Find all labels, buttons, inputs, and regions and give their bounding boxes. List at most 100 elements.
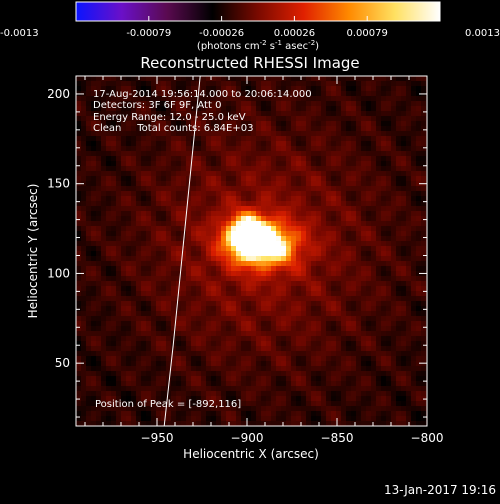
heatmap-cell [281,116,286,121]
heatmap-cell [246,156,251,161]
heatmap-cell [421,256,426,261]
heatmap-cell [251,361,256,366]
heatmap-cell [351,236,356,241]
heatmap-cell [416,166,421,171]
heatmap-cell [341,131,346,136]
heatmap-cell [76,396,81,401]
heatmap-cell [211,321,216,326]
heatmap-cell [271,401,276,406]
heatmap-cell [246,241,251,246]
heatmap-cell [116,191,121,196]
heatmap-cell [356,116,361,121]
heatmap-cell [171,221,176,226]
heatmap-cell [171,311,176,316]
heatmap-cell [361,291,366,296]
heatmap-cell [201,346,206,351]
heatmap-cell [336,316,341,321]
heatmap-cell [171,291,176,296]
heatmap-cell [341,411,346,416]
heatmap-cell [181,346,186,351]
heatmap-cell [236,391,241,396]
heatmap-cell [246,111,251,116]
heatmap-cell [226,171,231,176]
heatmap-cell [191,391,196,396]
heatmap-cell [396,266,401,271]
heatmap-cell [271,166,276,171]
heatmap-cell [156,291,161,296]
heatmap-cell [166,176,171,181]
heatmap-cell [226,281,231,286]
heatmap-cell [281,146,286,151]
heatmap-cell [231,171,236,176]
heatmap-cell [211,246,216,251]
heatmap-cell [346,186,351,191]
heatmap-cell [196,376,201,381]
heatmap-cell [91,266,96,271]
heatmap-cell [146,166,151,171]
heatmap-cell [196,411,201,416]
heatmap-cell [206,326,211,331]
heatmap-cell [256,161,261,166]
heatmap-cell [101,266,106,271]
heatmap-cell [141,136,146,141]
heatmap-cell [261,386,266,391]
heatmap-cell [291,211,296,216]
heatmap-cell [261,166,266,171]
heatmap-cell [171,376,176,381]
heatmap-cell [346,181,351,186]
heatmap-cell [336,391,341,396]
heatmap-cell [86,176,91,181]
heatmap-cell [376,86,381,91]
heatmap-cell [416,306,421,311]
heatmap-cell [161,226,166,231]
heatmap-cell [396,251,401,256]
heatmap-cell [366,386,371,391]
heatmap-cell [316,211,321,216]
heatmap-cell [241,311,246,316]
heatmap-cell [191,171,196,176]
heatmap-cell [391,181,396,186]
heatmap-cell [86,121,91,126]
heatmap-cell [271,416,276,421]
heatmap-cell [221,156,226,161]
heatmap-cell [151,366,156,371]
heatmap-cell [381,171,386,176]
heatmap-cell [406,386,411,391]
heatmap-cell [166,156,171,161]
heatmap-cell [271,371,276,376]
heatmap-cell [371,361,376,366]
heatmap-cell [251,256,256,261]
heatmap-cell [336,101,341,106]
heatmap-cell [341,356,346,361]
heatmap-cell [341,121,346,126]
heatmap-cell [346,296,351,301]
heatmap-cell [106,411,111,416]
heatmap-cell [336,311,341,316]
heatmap-cell [266,161,271,166]
heatmap-cell [291,276,296,281]
heatmap-cell [306,341,311,346]
heatmap-cell [96,166,101,171]
heatmap-cell [291,411,296,416]
heatmap-cell [361,216,366,221]
heatmap-cell [101,301,106,306]
heatmap-cell [166,421,171,426]
heatmap-cell [301,246,306,251]
heatmap-cell [401,256,406,261]
heatmap-cell [211,286,216,291]
heatmap-cell [201,326,206,331]
heatmap-cell [131,211,136,216]
heatmap-cell [226,196,231,201]
heatmap-cell [276,226,281,231]
heatmap-cell [116,196,121,201]
heatmap-cell [406,121,411,126]
heatmap-cell [366,326,371,331]
heatmap-cell [141,186,146,191]
heatmap-cell [386,371,391,376]
heatmap-cell [266,316,271,321]
heatmap-cell [406,256,411,261]
heatmap-cell [296,206,301,211]
heatmap-cell [316,241,321,246]
heatmap-cell [271,146,276,151]
heatmap-cell [241,166,246,171]
